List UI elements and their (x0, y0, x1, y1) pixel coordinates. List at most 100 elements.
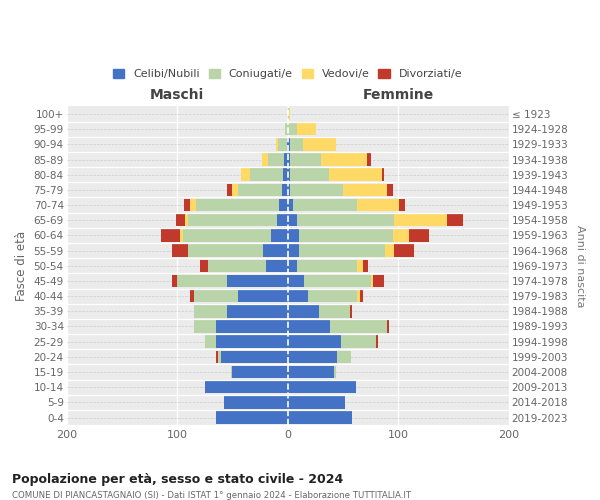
Bar (282, 184, 287, 196)
Bar (227, 305, 287, 318)
Bar (221, 350, 287, 363)
Bar (334, 366, 337, 378)
Bar (387, 184, 393, 196)
Bar (371, 274, 373, 287)
Bar (172, 244, 188, 257)
Bar (278, 138, 287, 150)
Bar (287, 290, 308, 302)
Bar (359, 290, 363, 302)
Bar (287, 350, 337, 363)
Bar (290, 168, 329, 181)
Bar (287, 199, 293, 211)
Bar (181, 229, 182, 241)
Bar (194, 320, 216, 332)
Bar (394, 244, 414, 257)
Bar (277, 214, 287, 226)
Bar (385, 244, 394, 257)
Bar (205, 336, 216, 348)
Bar (279, 199, 287, 211)
Bar (290, 138, 303, 150)
Y-axis label: Fasce di età: Fasce di età (15, 230, 28, 301)
Bar (188, 244, 263, 257)
Bar (447, 214, 463, 226)
Bar (238, 290, 287, 302)
Bar (266, 260, 287, 272)
Bar (296, 123, 316, 136)
Bar (287, 184, 290, 196)
Bar (185, 214, 188, 226)
Bar (275, 138, 278, 150)
Bar (341, 336, 376, 348)
Bar (290, 184, 343, 196)
Bar (400, 199, 405, 211)
Bar (182, 229, 271, 241)
Bar (216, 336, 287, 348)
Text: COMUNE DI PIANCASTAGNAIO (SI) - Dati ISTAT 1° gennaio 2024 - Elaborazione TUTTIT: COMUNE DI PIANCASTAGNAIO (SI) - Dati IST… (12, 491, 411, 500)
Bar (227, 184, 232, 196)
Bar (263, 244, 287, 257)
Bar (176, 214, 185, 226)
Bar (382, 168, 384, 181)
Bar (241, 168, 250, 181)
Bar (205, 381, 287, 394)
Bar (393, 229, 409, 241)
Bar (363, 260, 368, 272)
Bar (216, 320, 287, 332)
Bar (299, 244, 385, 257)
Bar (224, 396, 287, 408)
Bar (358, 260, 363, 272)
Bar (232, 184, 238, 196)
Bar (190, 290, 194, 302)
Bar (290, 154, 321, 166)
Bar (358, 199, 400, 211)
Bar (268, 154, 284, 166)
Bar (287, 366, 334, 378)
Bar (287, 412, 352, 424)
Bar (287, 305, 319, 318)
Bar (238, 184, 282, 196)
Bar (287, 336, 341, 348)
Bar (304, 274, 371, 287)
Bar (373, 274, 384, 287)
Bar (250, 168, 283, 181)
Bar (287, 396, 345, 408)
Bar (184, 199, 190, 211)
Bar (296, 260, 358, 272)
Bar (283, 168, 287, 181)
Bar (409, 229, 429, 241)
Bar (190, 199, 196, 211)
Bar (319, 305, 350, 318)
Legend: Celibi/Nubili, Coniugati/e, Vedovi/e, Divorziati/e: Celibi/Nubili, Coniugati/e, Vedovi/e, Di… (113, 69, 462, 80)
Bar (287, 154, 290, 166)
Bar (287, 274, 304, 287)
Bar (287, 138, 290, 150)
Bar (194, 305, 227, 318)
Text: Popolazione per età, sesso e stato civile - 2024: Popolazione per età, sesso e stato civil… (12, 472, 343, 486)
Bar (287, 214, 296, 226)
Bar (218, 350, 221, 363)
Bar (287, 123, 296, 136)
Bar (287, 229, 299, 241)
Bar (287, 260, 296, 272)
Bar (287, 320, 330, 332)
Text: Maschi: Maschi (150, 88, 204, 102)
Bar (376, 336, 379, 348)
Bar (172, 274, 177, 287)
Bar (350, 305, 352, 318)
Bar (271, 229, 287, 241)
Bar (329, 168, 382, 181)
Bar (343, 184, 387, 196)
Bar (387, 320, 389, 332)
Bar (284, 154, 287, 166)
Bar (188, 214, 277, 226)
Bar (394, 214, 447, 226)
Bar (194, 290, 238, 302)
Bar (161, 229, 181, 241)
Bar (208, 260, 266, 272)
Bar (321, 154, 367, 166)
Bar (232, 366, 287, 378)
Bar (367, 154, 371, 166)
Bar (337, 350, 351, 363)
Bar (289, 108, 290, 120)
Bar (308, 290, 358, 302)
